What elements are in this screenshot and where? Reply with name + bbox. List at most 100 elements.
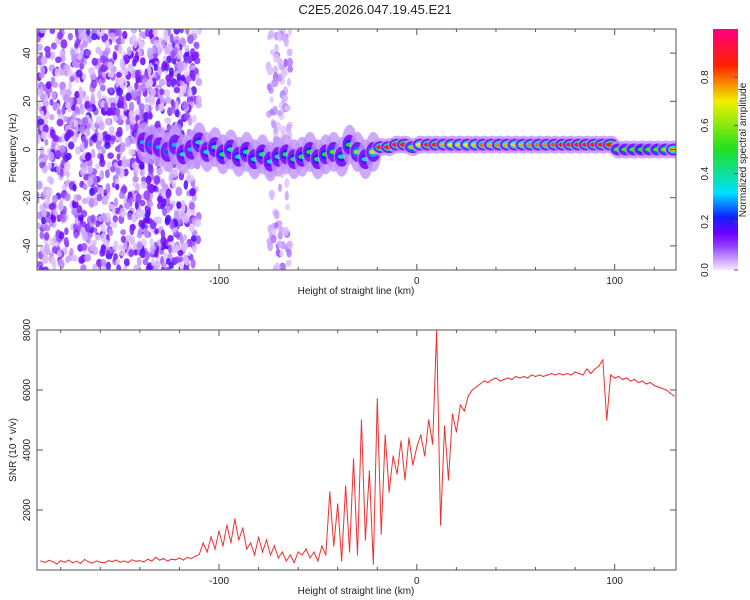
noise-speckle: [115, 167, 121, 176]
noise-speckle: [134, 122, 139, 132]
y-tick-label: 20: [22, 95, 33, 107]
noise-speckle: [66, 88, 71, 95]
noise-speckle: [40, 110, 45, 118]
noise-speckle: [138, 103, 145, 111]
noise-speckle: [169, 33, 174, 44]
noise-speckle: [99, 170, 105, 180]
noise-speckle: [43, 231, 50, 241]
noise-speckle: [152, 29, 158, 37]
snr-point: [637, 381, 640, 384]
snr-point: [463, 410, 465, 412]
noise-speckle: [37, 43, 43, 52]
noise-speckle: [49, 113, 55, 121]
spectrogram-ylabel: Frequency (Hz): [8, 114, 19, 183]
snr-point: [392, 455, 394, 457]
snr-point: [364, 539, 367, 541]
noise-speckle: [96, 29, 103, 37]
noise-speckle: [91, 57, 98, 66]
noise-speckle: [81, 231, 89, 241]
noise-speckle: [145, 29, 150, 38]
x-tick-label: -100: [209, 576, 229, 587]
noise-speckle: [90, 214, 96, 224]
noise-speckle: [71, 254, 78, 262]
noise-speckle: [139, 30, 145, 38]
noise-speckle: [104, 40, 111, 49]
noise-speckle: [134, 81, 139, 90]
snr-point: [218, 530, 220, 532]
noise-speckle: [97, 131, 104, 142]
noise-speckle: [91, 33, 98, 41]
noise-speckle: [144, 211, 151, 219]
noise-speckle: [116, 135, 123, 143]
noise-speckle: [123, 202, 131, 209]
snr-point: [507, 377, 509, 379]
noise-speckle: [131, 162, 138, 169]
noise-speckle: [65, 101, 71, 109]
noise-speckle: [37, 196, 40, 205]
noise-speckle: [56, 214, 62, 223]
noise-speckle: [112, 51, 118, 61]
noise-speckle: [173, 210, 180, 219]
snr-point: [119, 561, 121, 563]
snr-point: [491, 378, 493, 381]
noise-speckle: [158, 78, 166, 87]
snr-point: [582, 374, 584, 376]
noise-speckle: [71, 60, 79, 68]
snr-point: [641, 380, 643, 382]
noise-speckle: [183, 180, 189, 190]
snr-point: [566, 372, 568, 375]
noise-speckle: [167, 244, 173, 254]
noise-speckle: [165, 188, 172, 199]
snr-point: [87, 561, 90, 563]
noise-speckle: [271, 120, 277, 129]
noise-speckle: [129, 157, 136, 164]
noise-speckle: [51, 81, 59, 88]
noise-speckle: [47, 162, 53, 170]
noise-speckle: [129, 225, 135, 236]
noise-speckle: [143, 111, 149, 122]
noise-speckle: [274, 43, 279, 52]
noise-speckle: [279, 250, 284, 257]
noise-speckle: [195, 95, 202, 106]
noise-speckle: [44, 196, 51, 206]
snr-point: [44, 561, 46, 564]
noise-speckle: [278, 225, 284, 233]
snr-point: [661, 387, 663, 390]
noise-speckle: [41, 254, 49, 264]
noise-speckle: [78, 214, 84, 222]
noise-speckle: [49, 98, 54, 106]
noise-speckle: [41, 216, 46, 225]
noise-speckle: [73, 119, 79, 128]
noise-speckle: [156, 216, 162, 225]
snr-point: [570, 374, 572, 376]
noise-speckle: [112, 215, 119, 223]
noise-speckle: [45, 81, 52, 90]
noise-speckle: [139, 40, 145, 48]
noise-speckle: [83, 174, 89, 181]
noise-speckle: [277, 32, 282, 42]
noise-speckle: [178, 209, 186, 219]
noise-speckle: [78, 33, 84, 40]
snr-point: [333, 545, 335, 547]
noise-speckle: [148, 29, 153, 40]
snr-point: [139, 560, 141, 562]
snr-point: [99, 561, 101, 563]
noise-speckle: [273, 210, 280, 220]
snr-point: [206, 551, 208, 553]
snr-point: [178, 557, 181, 559]
snr-point: [234, 518, 236, 520]
noise-speckle: [122, 30, 128, 40]
noise-speckle: [133, 39, 138, 49]
noise-speckle: [184, 44, 190, 53]
noise-speckle: [171, 100, 176, 109]
noise-speckle: [78, 125, 86, 134]
snr-point: [297, 551, 299, 553]
noise-speckle: [63, 94, 70, 103]
snr-point: [40, 560, 42, 562]
noise-speckle: [74, 91, 80, 99]
noise-speckle: [269, 191, 275, 201]
noise-speckle: [277, 231, 283, 240]
y-tick-label: -20: [22, 190, 33, 205]
noise-speckle: [120, 37, 125, 45]
snr-point: [657, 386, 659, 388]
